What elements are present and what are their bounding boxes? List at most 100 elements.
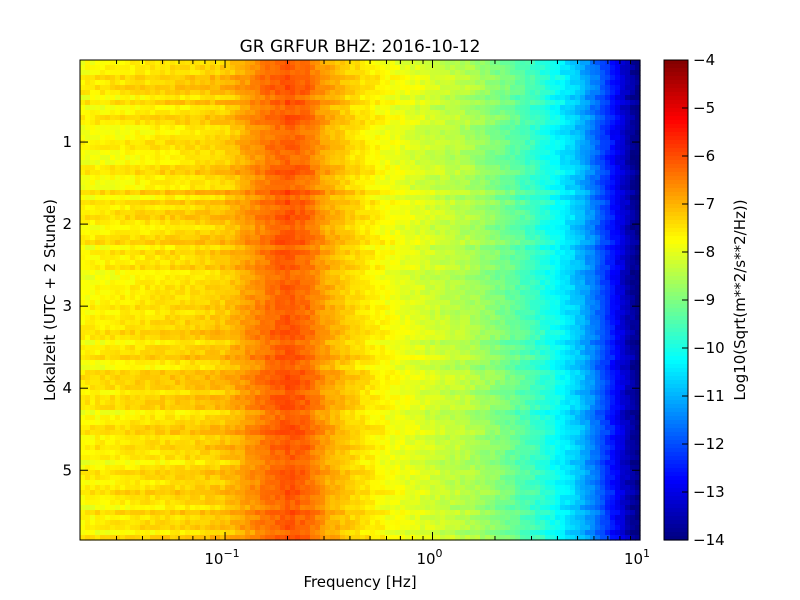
- heatmap-cell: [240, 140, 246, 146]
- heatmap-cell: [435, 120, 441, 126]
- heatmap-cell: [295, 180, 301, 186]
- heatmap-cell: [630, 150, 636, 156]
- heatmap-cell: [410, 125, 416, 131]
- heatmap-cell: [185, 205, 191, 211]
- heatmap-cell: [530, 255, 536, 261]
- heatmap-cell: [160, 255, 166, 261]
- heatmap-cell: [460, 270, 466, 276]
- heatmap-cell: [325, 70, 331, 76]
- heatmap-cell: [105, 120, 111, 126]
- heatmap-cell: [495, 125, 501, 131]
- heatmap-cell: [155, 195, 161, 201]
- heatmap-cell: [320, 245, 326, 251]
- heatmap-cell: [415, 200, 421, 206]
- heatmap-cell: [305, 75, 311, 81]
- heatmap-cell: [465, 205, 471, 211]
- heatmap-cell: [230, 140, 236, 146]
- heatmap-cell: [295, 85, 301, 91]
- heatmap-cell: [440, 120, 446, 126]
- heatmap-cell: [540, 160, 546, 166]
- heatmap-cell: [160, 240, 166, 246]
- heatmap-cell: [300, 140, 306, 146]
- heatmap-cell: [500, 120, 506, 126]
- heatmap-cell: [220, 190, 226, 196]
- heatmap-cell: [235, 125, 241, 131]
- heatmap-cell: [635, 260, 641, 266]
- heatmap-cell: [235, 60, 241, 66]
- heatmap-cell: [550, 160, 556, 166]
- heatmap-cell: [100, 280, 106, 286]
- heatmap-cell: [85, 85, 91, 91]
- heatmap-cell: [465, 125, 471, 131]
- heatmap-cell: [610, 220, 616, 226]
- heatmap-cell: [245, 275, 251, 281]
- heatmap-cell: [510, 130, 516, 136]
- heatmap-cell: [630, 190, 636, 196]
- heatmap-cell: [110, 105, 116, 111]
- heatmap-cell: [565, 155, 571, 161]
- heatmap-cell: [160, 190, 166, 196]
- heatmap-cell: [80, 225, 86, 231]
- heatmap-cell: [385, 190, 391, 196]
- heatmap-cell: [370, 145, 376, 151]
- heatmap-cell: [595, 215, 601, 221]
- heatmap-cell: [345, 245, 351, 251]
- heatmap-cell: [555, 195, 561, 201]
- heatmap-cell: [320, 220, 326, 226]
- heatmap-cell: [450, 150, 456, 156]
- heatmap-cell: [165, 160, 171, 166]
- heatmap-cell: [385, 125, 391, 131]
- heatmap-cell: [205, 270, 211, 276]
- heatmap-cell: [255, 110, 261, 116]
- heatmap-cell: [480, 260, 486, 266]
- heatmap-cell: [355, 175, 361, 181]
- heatmap-cell: [125, 180, 131, 186]
- heatmap-cell: [490, 245, 496, 251]
- heatmap-cell: [105, 135, 111, 141]
- heatmap-cell: [430, 180, 436, 186]
- heatmap-cell: [410, 115, 416, 121]
- heatmap-cell: [150, 105, 156, 111]
- heatmap-cell: [510, 160, 516, 166]
- heatmap-cell: [90, 210, 96, 216]
- heatmap-cell: [595, 110, 601, 116]
- heatmap-cell: [480, 165, 486, 171]
- heatmap-cell: [115, 270, 121, 276]
- heatmap-cell: [525, 195, 531, 201]
- heatmap-cell: [390, 215, 396, 221]
- heatmap-cell: [225, 110, 231, 116]
- heatmap-cell: [245, 180, 251, 186]
- heatmap-cell: [215, 210, 221, 216]
- heatmap-cell: [605, 245, 611, 251]
- heatmap-cell: [95, 255, 101, 261]
- heatmap-cell: [445, 175, 451, 181]
- heatmap-cell: [95, 145, 101, 151]
- heatmap-cell: [450, 135, 456, 141]
- heatmap-cell: [395, 130, 401, 136]
- heatmap-cell: [115, 115, 121, 121]
- heatmap-cell: [260, 240, 266, 246]
- heatmap-cell: [325, 165, 331, 171]
- heatmap-cell: [150, 125, 156, 131]
- heatmap-cell: [495, 250, 501, 256]
- heatmap-cell: [380, 80, 386, 86]
- heatmap-cell: [120, 180, 126, 186]
- heatmap-cell: [545, 150, 551, 156]
- heatmap-cell: [480, 210, 486, 216]
- heatmap-cell: [460, 60, 466, 66]
- heatmap-cell: [190, 130, 196, 136]
- heatmap-cell: [535, 150, 541, 156]
- heatmap-cell: [245, 265, 251, 271]
- heatmap-cell: [210, 80, 216, 86]
- heatmap-cell: [485, 235, 491, 241]
- heatmap-cell: [535, 65, 541, 71]
- heatmap-cell: [530, 135, 536, 141]
- heatmap-cell: [355, 205, 361, 211]
- heatmap-cell: [285, 205, 291, 211]
- heatmap-cell: [490, 200, 496, 206]
- heatmap-cell: [195, 195, 201, 201]
- heatmap-cell: [345, 235, 351, 241]
- heatmap-cell: [350, 225, 356, 231]
- heatmap-cell: [335, 170, 341, 176]
- heatmap-cell: [310, 100, 316, 106]
